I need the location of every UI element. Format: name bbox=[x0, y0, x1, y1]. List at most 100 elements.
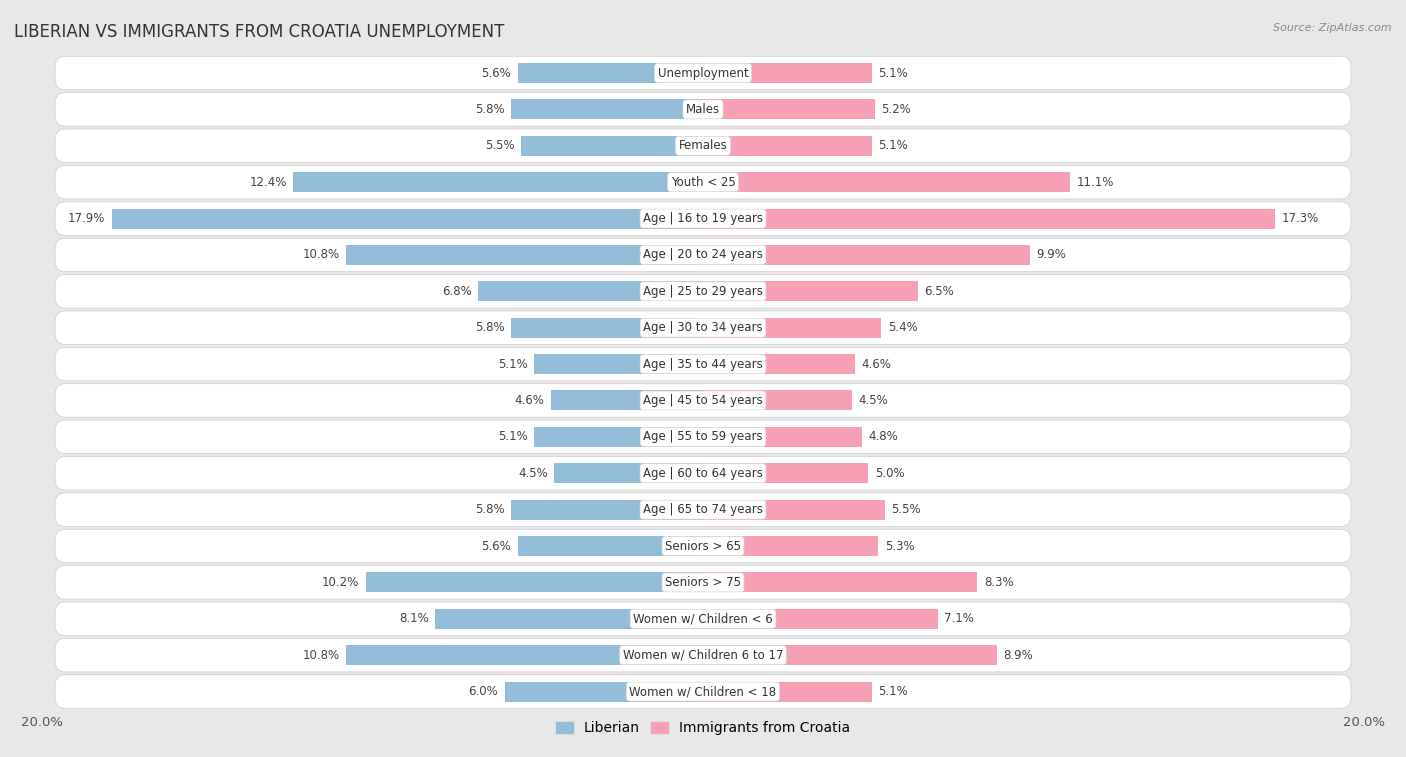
Text: 5.1%: 5.1% bbox=[879, 67, 908, 79]
Text: 5.8%: 5.8% bbox=[475, 103, 505, 116]
FancyBboxPatch shape bbox=[55, 56, 1351, 90]
Bar bbox=[366, 572, 703, 593]
FancyBboxPatch shape bbox=[55, 602, 1351, 636]
Text: Age | 60 to 64 years: Age | 60 to 64 years bbox=[643, 467, 763, 480]
Text: 8.3%: 8.3% bbox=[984, 576, 1014, 589]
FancyBboxPatch shape bbox=[55, 529, 1351, 562]
Text: 5.1%: 5.1% bbox=[498, 431, 527, 444]
Text: 5.2%: 5.2% bbox=[882, 103, 911, 116]
Text: Women w/ Children < 18: Women w/ Children < 18 bbox=[630, 685, 776, 698]
Bar bbox=[703, 99, 875, 120]
Bar bbox=[517, 63, 703, 83]
FancyBboxPatch shape bbox=[55, 674, 1351, 709]
Bar bbox=[703, 63, 872, 83]
Bar bbox=[522, 136, 703, 156]
Text: Age | 45 to 54 years: Age | 45 to 54 years bbox=[643, 394, 763, 407]
Text: Age | 35 to 44 years: Age | 35 to 44 years bbox=[643, 357, 763, 371]
Text: 10.2%: 10.2% bbox=[322, 576, 360, 589]
Text: Age | 16 to 19 years: Age | 16 to 19 years bbox=[643, 212, 763, 225]
Text: 10.8%: 10.8% bbox=[302, 649, 339, 662]
Text: Age | 55 to 59 years: Age | 55 to 59 years bbox=[643, 431, 763, 444]
Bar bbox=[512, 318, 703, 338]
Bar bbox=[534, 427, 703, 447]
FancyBboxPatch shape bbox=[55, 238, 1351, 272]
Text: 11.1%: 11.1% bbox=[1077, 176, 1114, 188]
Text: 6.8%: 6.8% bbox=[441, 285, 471, 298]
Bar bbox=[703, 645, 997, 665]
Bar bbox=[703, 391, 852, 410]
Bar bbox=[703, 572, 977, 593]
Text: Youth < 25: Youth < 25 bbox=[671, 176, 735, 188]
Bar bbox=[703, 427, 862, 447]
Bar bbox=[534, 354, 703, 374]
Text: 5.5%: 5.5% bbox=[485, 139, 515, 152]
Bar bbox=[703, 208, 1275, 229]
Text: 5.6%: 5.6% bbox=[482, 540, 512, 553]
Text: Age | 25 to 29 years: Age | 25 to 29 years bbox=[643, 285, 763, 298]
Bar bbox=[111, 208, 703, 229]
Bar bbox=[703, 463, 868, 483]
Text: 5.8%: 5.8% bbox=[475, 321, 505, 334]
Text: 7.1%: 7.1% bbox=[945, 612, 974, 625]
Text: Source: ZipAtlas.com: Source: ZipAtlas.com bbox=[1274, 23, 1392, 33]
Text: Women w/ Children < 6: Women w/ Children < 6 bbox=[633, 612, 773, 625]
Bar bbox=[294, 172, 703, 192]
Text: 8.9%: 8.9% bbox=[1004, 649, 1033, 662]
Text: Age | 30 to 34 years: Age | 30 to 34 years bbox=[643, 321, 763, 334]
Text: 12.4%: 12.4% bbox=[249, 176, 287, 188]
Bar bbox=[436, 609, 703, 629]
Text: 5.5%: 5.5% bbox=[891, 503, 921, 516]
FancyBboxPatch shape bbox=[55, 456, 1351, 490]
Text: 5.3%: 5.3% bbox=[884, 540, 914, 553]
Bar bbox=[703, 245, 1031, 265]
Text: Unemployment: Unemployment bbox=[658, 67, 748, 79]
Text: 4.5%: 4.5% bbox=[517, 467, 548, 480]
Text: 6.5%: 6.5% bbox=[924, 285, 955, 298]
Text: Females: Females bbox=[679, 139, 727, 152]
Text: 5.1%: 5.1% bbox=[879, 685, 908, 698]
Text: 8.1%: 8.1% bbox=[399, 612, 429, 625]
Bar bbox=[703, 609, 938, 629]
Bar bbox=[703, 282, 918, 301]
Text: Women w/ Children 6 to 17: Women w/ Children 6 to 17 bbox=[623, 649, 783, 662]
Legend: Liberian, Immigrants from Croatia: Liberian, Immigrants from Croatia bbox=[551, 716, 855, 741]
Bar bbox=[703, 536, 879, 556]
Text: Seniors > 75: Seniors > 75 bbox=[665, 576, 741, 589]
Text: 9.9%: 9.9% bbox=[1036, 248, 1067, 261]
Text: 5.1%: 5.1% bbox=[879, 139, 908, 152]
Text: 5.0%: 5.0% bbox=[875, 467, 904, 480]
Bar bbox=[512, 500, 703, 519]
FancyBboxPatch shape bbox=[55, 129, 1351, 163]
Bar bbox=[505, 681, 703, 702]
Text: 6.0%: 6.0% bbox=[468, 685, 498, 698]
Text: 4.6%: 4.6% bbox=[862, 357, 891, 371]
Text: LIBERIAN VS IMMIGRANTS FROM CROATIA UNEMPLOYMENT: LIBERIAN VS IMMIGRANTS FROM CROATIA UNEM… bbox=[14, 23, 505, 41]
Text: Age | 20 to 24 years: Age | 20 to 24 years bbox=[643, 248, 763, 261]
Text: 4.8%: 4.8% bbox=[868, 431, 898, 444]
Text: 17.3%: 17.3% bbox=[1281, 212, 1319, 225]
FancyBboxPatch shape bbox=[55, 92, 1351, 126]
Bar bbox=[517, 536, 703, 556]
Text: 4.6%: 4.6% bbox=[515, 394, 544, 407]
Bar bbox=[512, 99, 703, 120]
Bar bbox=[703, 318, 882, 338]
FancyBboxPatch shape bbox=[55, 638, 1351, 672]
FancyBboxPatch shape bbox=[55, 166, 1351, 199]
Text: Males: Males bbox=[686, 103, 720, 116]
Text: 10.8%: 10.8% bbox=[302, 248, 339, 261]
Bar bbox=[703, 354, 855, 374]
Bar bbox=[346, 645, 703, 665]
Bar bbox=[703, 172, 1070, 192]
Text: 5.4%: 5.4% bbox=[889, 321, 918, 334]
FancyBboxPatch shape bbox=[55, 275, 1351, 308]
Bar bbox=[703, 500, 884, 519]
Bar bbox=[346, 245, 703, 265]
Bar bbox=[478, 282, 703, 301]
FancyBboxPatch shape bbox=[55, 311, 1351, 344]
Text: 5.6%: 5.6% bbox=[482, 67, 512, 79]
FancyBboxPatch shape bbox=[55, 420, 1351, 453]
Bar bbox=[703, 136, 872, 156]
Text: Seniors > 65: Seniors > 65 bbox=[665, 540, 741, 553]
Text: 5.1%: 5.1% bbox=[498, 357, 527, 371]
FancyBboxPatch shape bbox=[55, 202, 1351, 235]
